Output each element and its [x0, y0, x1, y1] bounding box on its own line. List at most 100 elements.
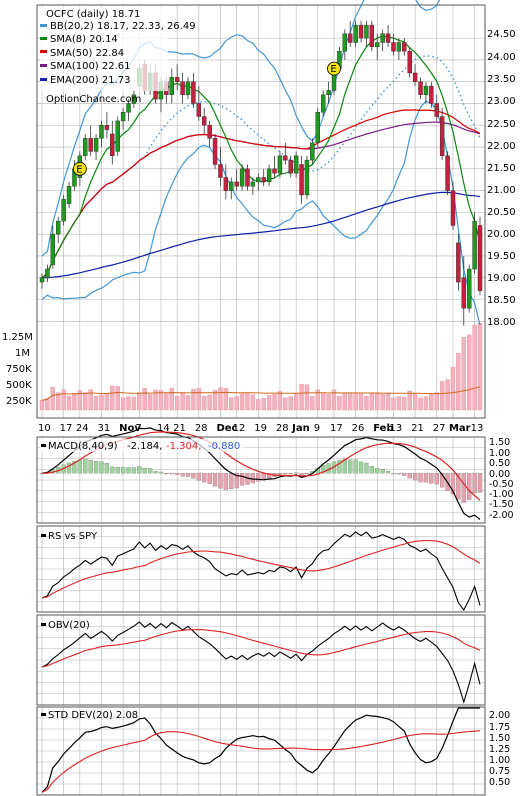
volume-y-axis: 1.25M 1M 750K 500K 250K: [2, 332, 33, 407]
macd-histogram-bar: [402, 473, 407, 476]
macd-histogram-bar: [358, 461, 364, 474]
earnings-marker-label: E: [330, 64, 336, 75]
grid-lines: [37, 5, 485, 795]
vol-tick: 500K: [6, 380, 32, 391]
candle-body: [299, 164, 304, 196]
candle-body: [104, 125, 110, 130]
std-tick: 1.00: [489, 755, 510, 766]
legend-swatch-ema200: [40, 78, 47, 81]
std-tick: 1.50: [489, 733, 510, 744]
candle-body: [50, 233, 56, 265]
volume-bar: [158, 390, 164, 411]
sma8-line: [41, 35, 481, 279]
macd-histogram-bar: [153, 470, 158, 474]
macd-tick: -2.00: [489, 510, 514, 521]
macd-histogram-bar: [304, 473, 310, 475]
y-tick: 23.50: [487, 74, 516, 85]
earnings-marker: [327, 61, 341, 76]
x-tick-label: Mar: [449, 423, 471, 434]
volume-bar: [429, 393, 434, 411]
macd-histogram-bar: [396, 473, 402, 475]
candle-body: [277, 155, 283, 174]
macd-histogram-bar: [77, 459, 83, 474]
candle-body: [353, 24, 358, 43]
vol-tick: 750K: [6, 364, 32, 375]
std-tick: 1.75: [489, 722, 510, 733]
volume-bar: [418, 397, 423, 411]
volume-bar: [461, 337, 466, 411]
volume-bar: [396, 396, 402, 411]
x-tick-label: 19: [254, 423, 267, 434]
candle-body: [456, 242, 461, 283]
y-tick: 22.00: [487, 141, 516, 152]
volume-bar: [326, 394, 331, 411]
macd-histogram-bar: [293, 472, 299, 474]
volume-bar: [439, 381, 445, 411]
macd-hist-value: -0.880: [208, 441, 240, 452]
macd-histogram-bar: [142, 467, 147, 474]
macd-histogram-bar: [212, 473, 218, 487]
macd-histogram-bar: [348, 459, 353, 474]
volume-bar: [364, 395, 369, 411]
candle-body: [272, 168, 277, 174]
candle-body: [245, 168, 250, 187]
candle-body: [88, 138, 93, 152]
price-legend: OCFC (daily) 18.71 BB(20,2) 18.17, 22.33…: [40, 7, 196, 105]
macd-histogram-bar: [477, 473, 483, 493]
candle-body: [391, 42, 396, 52]
x-tick-label: 10: [38, 423, 51, 434]
x-tick-label: 21: [173, 423, 186, 434]
volume-bar: [93, 395, 99, 411]
volume-bar: [120, 397, 126, 411]
macd-histogram-bar: [456, 473, 461, 500]
obv-label: OBV(20): [48, 620, 90, 631]
macd-histogram-bar: [191, 473, 196, 479]
volume-bar: [434, 392, 439, 411]
macd-histogram-bar: [66, 462, 72, 474]
price-y-axis: 24.50 24.00 23.50 23.00 22.50 22.00 21.5…: [487, 29, 516, 328]
candle-body: [423, 85, 429, 95]
candle-body: [174, 77, 180, 82]
ema200-line: [41, 191, 481, 279]
volume-bar: [261, 398, 266, 411]
volume-bar: [445, 379, 450, 411]
volume-bar: [256, 399, 261, 411]
x-tick-label: Dec: [216, 423, 237, 434]
obv-label-group: OBV(20): [41, 620, 90, 631]
earnings-marker-label: E: [76, 164, 82, 175]
volume-bar: [56, 392, 61, 411]
candle-body: [45, 268, 50, 278]
y-tick: 21.50: [487, 163, 516, 174]
macd-tick: 0.50: [489, 458, 510, 469]
macd-tick: 0.00: [489, 469, 510, 480]
volume-bar: [169, 387, 174, 411]
macd-tick: 1.50: [489, 437, 510, 448]
x-tick-label: 31: [97, 423, 110, 434]
candle-body: [288, 159, 293, 174]
macd-histogram-bar: [266, 473, 272, 479]
candle-body: [239, 168, 245, 187]
volume-bar: [450, 367, 456, 411]
macd-histogram-bar: [99, 461, 104, 474]
std-tick: 0.50: [489, 777, 510, 788]
volume-bar: [385, 392, 391, 411]
vol-tick: 1M: [15, 348, 30, 359]
candle-body: [461, 277, 466, 309]
x-tick-label: 26: [352, 423, 365, 434]
macd-histogram-bar: [83, 458, 88, 474]
macd-histogram-bar: [223, 473, 229, 490]
volume-bar: [191, 389, 196, 411]
macd-histogram-bar: [407, 473, 412, 479]
volume-bar: [375, 393, 380, 411]
volume-bar: [229, 397, 234, 411]
macd-labels: MACD(8,40,9) -2.184, -1.304, -0.880 1.50…: [40, 437, 514, 521]
std-labels: STD DEV(20) 2.08 2.00 1.75 1.50 1.25 1.0…: [41, 710, 510, 788]
candle-body: [212, 138, 218, 165]
vol-tick: 250K: [6, 396, 32, 407]
macd-histogram-bar: [120, 467, 126, 474]
candle-body: [120, 111, 126, 122]
macd-histogram-bar: [175, 473, 180, 475]
macd-histogram-bar: [288, 473, 293, 475]
candle-body: [191, 81, 196, 104]
